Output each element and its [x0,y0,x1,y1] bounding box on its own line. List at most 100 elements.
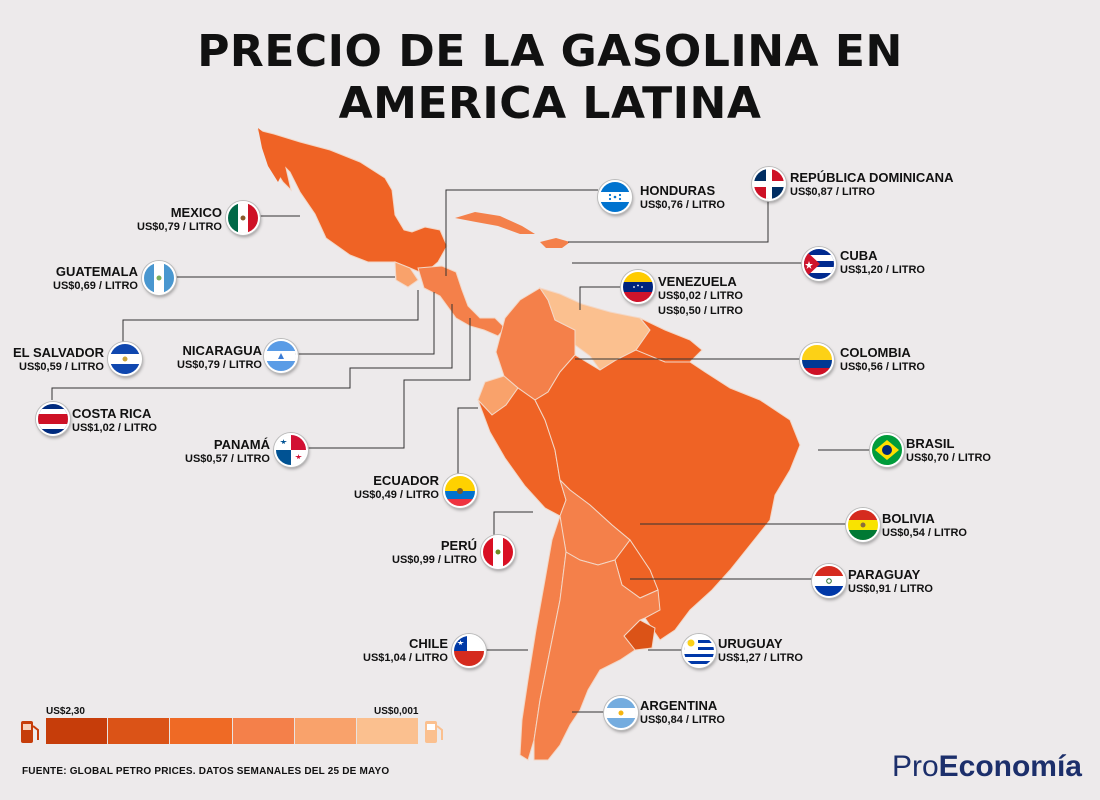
label-republica-dominicana: REPÚBLICA DOMINICANA US$0,87 / LITRO [790,170,953,200]
country-price: US$0,56 / LITRO [840,361,925,373]
flag-honduras-icon [598,180,632,214]
leader-nicaragua [295,292,435,355]
label-bolivia: BOLIVIA US$0,54 / LITRO [882,511,967,541]
label-mexico: MEXICO US$0,79 / LITRO [137,205,222,235]
label-peru: PERÚ US$0,99 / LITRO [392,538,477,568]
country-price: US$0,70 / LITRO [906,452,991,464]
country-price: US$0,02 / LITRO [658,290,743,302]
country-price: US$0,49 / LITRO [354,489,439,501]
country-price: US$1,02 / LITRO [72,422,157,434]
region-central-america [417,265,506,337]
fuel-pump-low-icon [425,721,443,743]
label-paraguay: PARAGUAY US$0,91 / LITRO [848,567,933,597]
flag-brasil-icon [870,433,904,467]
country-price: US$1,20 / LITRO [840,264,925,276]
country-name: PARAGUAY [848,567,921,582]
flag-el-salvador-icon [108,342,142,376]
country-name: CUBA [840,248,878,263]
label-colombia: COLOMBIA US$0,56 / LITRO [840,345,925,375]
legend-swatch [294,718,357,744]
country-name: PANAMÁ [213,437,270,452]
region-cuba [455,212,535,234]
region-guatemala [394,261,419,288]
legend-swatch [356,718,419,744]
country-name: URUGUAY [718,636,783,651]
brand-logo: ProEconomía [892,750,1082,784]
flag-cuba-icon [802,247,836,281]
label-honduras: HONDURAS US$0,76 / LITRO [640,183,725,213]
country-price: US$0,59 / LITRO [19,361,104,373]
source-note: FUENTE: GLOBAL PETRO PRICES. DATOS SEMAN… [22,766,390,777]
country-name: ECUADOR [373,473,439,488]
country-name: BRASIL [906,436,955,451]
country-price: US$0,69 / LITRO [53,280,138,292]
label-ecuador: ECUADOR US$0,49 / LITRO [354,473,439,503]
legend-swatch [232,718,295,744]
flag-chile-icon [452,634,486,668]
legend-color-scale [46,718,419,744]
country-name: VENEZUELA [658,274,737,289]
label-el-salvador: EL SALVADOR US$0,59 / LITRO [13,345,104,375]
flag-nicaragua-icon [264,339,298,373]
flag-ecuador-icon [443,474,477,508]
flag-mexico-icon [226,201,260,235]
fuel-pump-high-icon [21,721,39,743]
country-price: US$0,79 / LITRO [137,221,222,233]
country-name: PERÚ [440,538,477,553]
legend-swatch [46,718,109,744]
country-name: ARGENTINA [640,698,718,713]
label-chile: CHILE US$1,04 / LITRO [363,636,448,666]
leader-panama [306,318,471,449]
label-costa-rica: COSTA RICA US$1,02 / LITRO [72,406,157,436]
region-baja [258,128,282,182]
country-price: US$0,54 / LITRO [882,527,967,539]
country-name: BOLIVIA [882,511,935,526]
leader-republica-dominicana [568,196,769,243]
leader-lines [51,189,870,713]
country-price: US$0,99 / LITRO [392,554,477,566]
flag-paraguay-icon [812,564,846,598]
flag-uruguay-icon [682,634,716,668]
flag-colombia-icon [800,343,834,377]
region-argentina [533,551,661,761]
title-line-2: AMERICA LATINA [338,78,762,129]
country-name: CHILE [409,636,448,651]
label-argentina: ARGENTINA US$0,84 / LITRO [640,698,725,728]
label-panama: PANAMÁ US$0,57 / LITRO [185,437,270,467]
region-hispaniola [540,238,570,248]
leader-el-salvador [122,290,419,342]
country-price: US$0,87 / LITRO [790,186,875,198]
leader-honduras [445,189,598,276]
leader-ecuador [457,407,478,474]
flag-peru-icon [481,535,515,569]
flag-bolivia-icon [846,508,880,542]
brand-pro: Pro [891,750,939,783]
country-price: US$0,76 / LITRO [640,199,725,211]
country-price: US$0,79 / LITRO [177,359,262,371]
flag-costa-rica-icon [36,402,70,436]
flag-venezuela-icon [621,270,655,304]
label-venezuela: VENEZUELA US$0,02 / LITRO US$0,50 / LITR… [658,274,743,319]
country-price: US$0,91 / LITRO [848,583,933,595]
flag-guatemala-icon [142,261,176,295]
title-line-1: PRECIO DE LA GASOLINA EN [197,26,903,77]
label-nicaragua: NICARAGUA US$0,79 / LITRO [177,343,262,373]
legend-swatch [170,718,233,744]
legend-swatch [108,718,171,744]
brand-economia: Economía [938,750,1082,783]
flag-panama-icon [274,433,308,467]
country-name: COLOMBIA [840,345,911,360]
country-price-2: US$0,50 / LITRO [658,305,743,317]
country-name: MEXICO [170,205,222,220]
country-name: HONDURAS [640,183,716,198]
label-guatemala: GUATEMALA US$0,69 / LITRO [53,264,138,294]
country-name: NICARAGUA [182,343,262,358]
country-price: US$1,04 / LITRO [363,652,448,664]
label-brasil: BRASIL US$0,70 / LITRO [906,436,991,466]
country-name: EL SALVADOR [12,345,104,360]
flag-argentina-icon [604,696,638,730]
legend-low-label: US$0,001 [374,706,419,717]
label-cuba: CUBA US$1,20 / LITRO [840,248,925,278]
leader-peru [493,511,533,540]
